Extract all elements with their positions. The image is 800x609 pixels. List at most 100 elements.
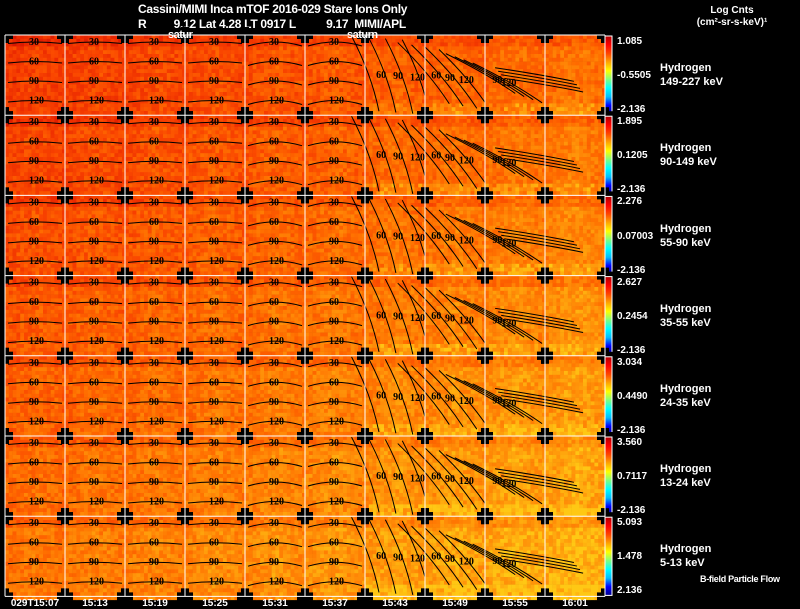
heatmap-cell <box>478 88 482 92</box>
heatmap-cell <box>523 58 527 62</box>
heatmap-cell <box>343 88 347 92</box>
heatmap-cell <box>103 73 107 77</box>
contour-label: 120 <box>29 176 44 187</box>
heatmap-cell <box>58 103 62 107</box>
heatmap-cell <box>54 176 58 180</box>
heatmap-cell <box>111 146 115 150</box>
heatmap-cell <box>545 46 549 50</box>
heatmap-cell <box>54 184 58 188</box>
heatmap-cell <box>478 84 482 88</box>
heatmap-cell <box>73 153 77 157</box>
heatmap-cell <box>144 96 148 100</box>
heatmap-cell <box>291 35 295 39</box>
heatmap-cell <box>140 172 144 176</box>
heatmap-cell <box>459 65 463 69</box>
heatmap-cell <box>343 65 347 69</box>
heatmap-cell <box>129 65 133 69</box>
heatmap-cell <box>245 54 249 58</box>
heatmap-cell <box>587 88 591 92</box>
heatmap-cell <box>16 127 20 131</box>
heatmap-cell <box>556 39 560 43</box>
heatmap-cell <box>291 92 295 96</box>
heatmap-cell <box>380 35 384 39</box>
heatmap-cell <box>572 73 576 77</box>
heatmap-cell <box>433 43 437 47</box>
heatmap-cell <box>171 92 175 96</box>
heatmap-cell <box>316 92 320 96</box>
heatmap-cell <box>231 35 235 39</box>
heatmap-cell <box>238 84 242 88</box>
contour-label: 120 <box>329 96 344 107</box>
heatmap-cell <box>260 96 264 100</box>
heatmap-cell <box>95 168 99 172</box>
heatmap-cell <box>47 103 51 107</box>
heatmap-cell <box>231 96 235 100</box>
heatmap-cell <box>407 84 411 88</box>
heatmap-cell <box>515 46 519 50</box>
heatmap-cell <box>313 69 317 73</box>
heatmap-cell <box>167 127 171 131</box>
heatmap-cell <box>69 165 73 169</box>
heatmap-cell <box>403 54 407 58</box>
heatmap-cell <box>527 62 531 66</box>
heatmap-cell <box>129 46 133 50</box>
heatmap-cell <box>80 100 84 104</box>
heatmap-cell <box>395 96 399 100</box>
heatmap-cell <box>591 58 595 62</box>
heatmap-cell <box>320 111 324 115</box>
heatmap-cell <box>95 149 99 153</box>
heatmap-cell <box>351 58 355 62</box>
heatmap-cell <box>54 187 58 191</box>
heatmap-cell <box>178 58 182 62</box>
heatmap-cell <box>159 54 163 58</box>
heatmap-cell <box>136 69 140 73</box>
heatmap-cell <box>69 65 73 69</box>
heatmap-cell <box>103 46 107 50</box>
heatmap-cell <box>500 96 504 100</box>
heatmap-cell <box>298 100 302 104</box>
heatmap-cell <box>155 111 159 115</box>
heatmap-cell <box>167 168 171 172</box>
heatmap-cell <box>189 153 193 157</box>
heatmap-cell <box>351 69 355 73</box>
heatmap-cell <box>163 111 167 115</box>
heatmap-cell <box>268 107 272 111</box>
heatmap-cell <box>204 123 208 127</box>
heatmap-cell <box>256 77 260 81</box>
heatmap-cell <box>196 115 200 119</box>
heatmap-cell <box>163 153 167 157</box>
heatmap-cell <box>133 81 137 85</box>
heatmap-cell <box>429 92 433 96</box>
heatmap-cell <box>291 103 295 107</box>
heatmap-cell <box>88 107 92 111</box>
heatmap-cell <box>485 58 489 62</box>
heatmap-cell <box>155 50 159 54</box>
heatmap-cell <box>305 54 309 58</box>
heatmap-cell <box>560 43 564 47</box>
heatmap-cell <box>20 149 24 153</box>
heatmap-cell <box>39 142 43 146</box>
heatmap-cell <box>200 50 204 54</box>
heatmap-cell <box>16 184 20 188</box>
heatmap-cell <box>136 146 140 150</box>
heatmap-cell <box>384 50 388 54</box>
heatmap-cell <box>256 58 260 62</box>
heatmap-cell <box>316 54 320 58</box>
heatmap-cell <box>399 92 403 96</box>
heatmap-cell <box>534 88 538 92</box>
heatmap-cell <box>193 157 197 161</box>
heatmap-cell <box>553 100 557 104</box>
heatmap-cell <box>467 43 471 47</box>
heatmap-cell <box>35 111 39 115</box>
heatmap-cell <box>35 191 39 195</box>
heatmap-cell <box>227 77 231 81</box>
heatmap-cell <box>455 103 459 107</box>
heatmap-cell <box>196 146 200 150</box>
heatmap-cell <box>594 77 598 81</box>
heatmap-cell <box>294 73 298 77</box>
heatmap-cell <box>376 46 380 50</box>
heatmap-cell <box>47 127 51 131</box>
heatmap-cell <box>51 65 55 69</box>
heatmap-cell <box>80 187 84 191</box>
heatmap-cell <box>388 35 392 39</box>
